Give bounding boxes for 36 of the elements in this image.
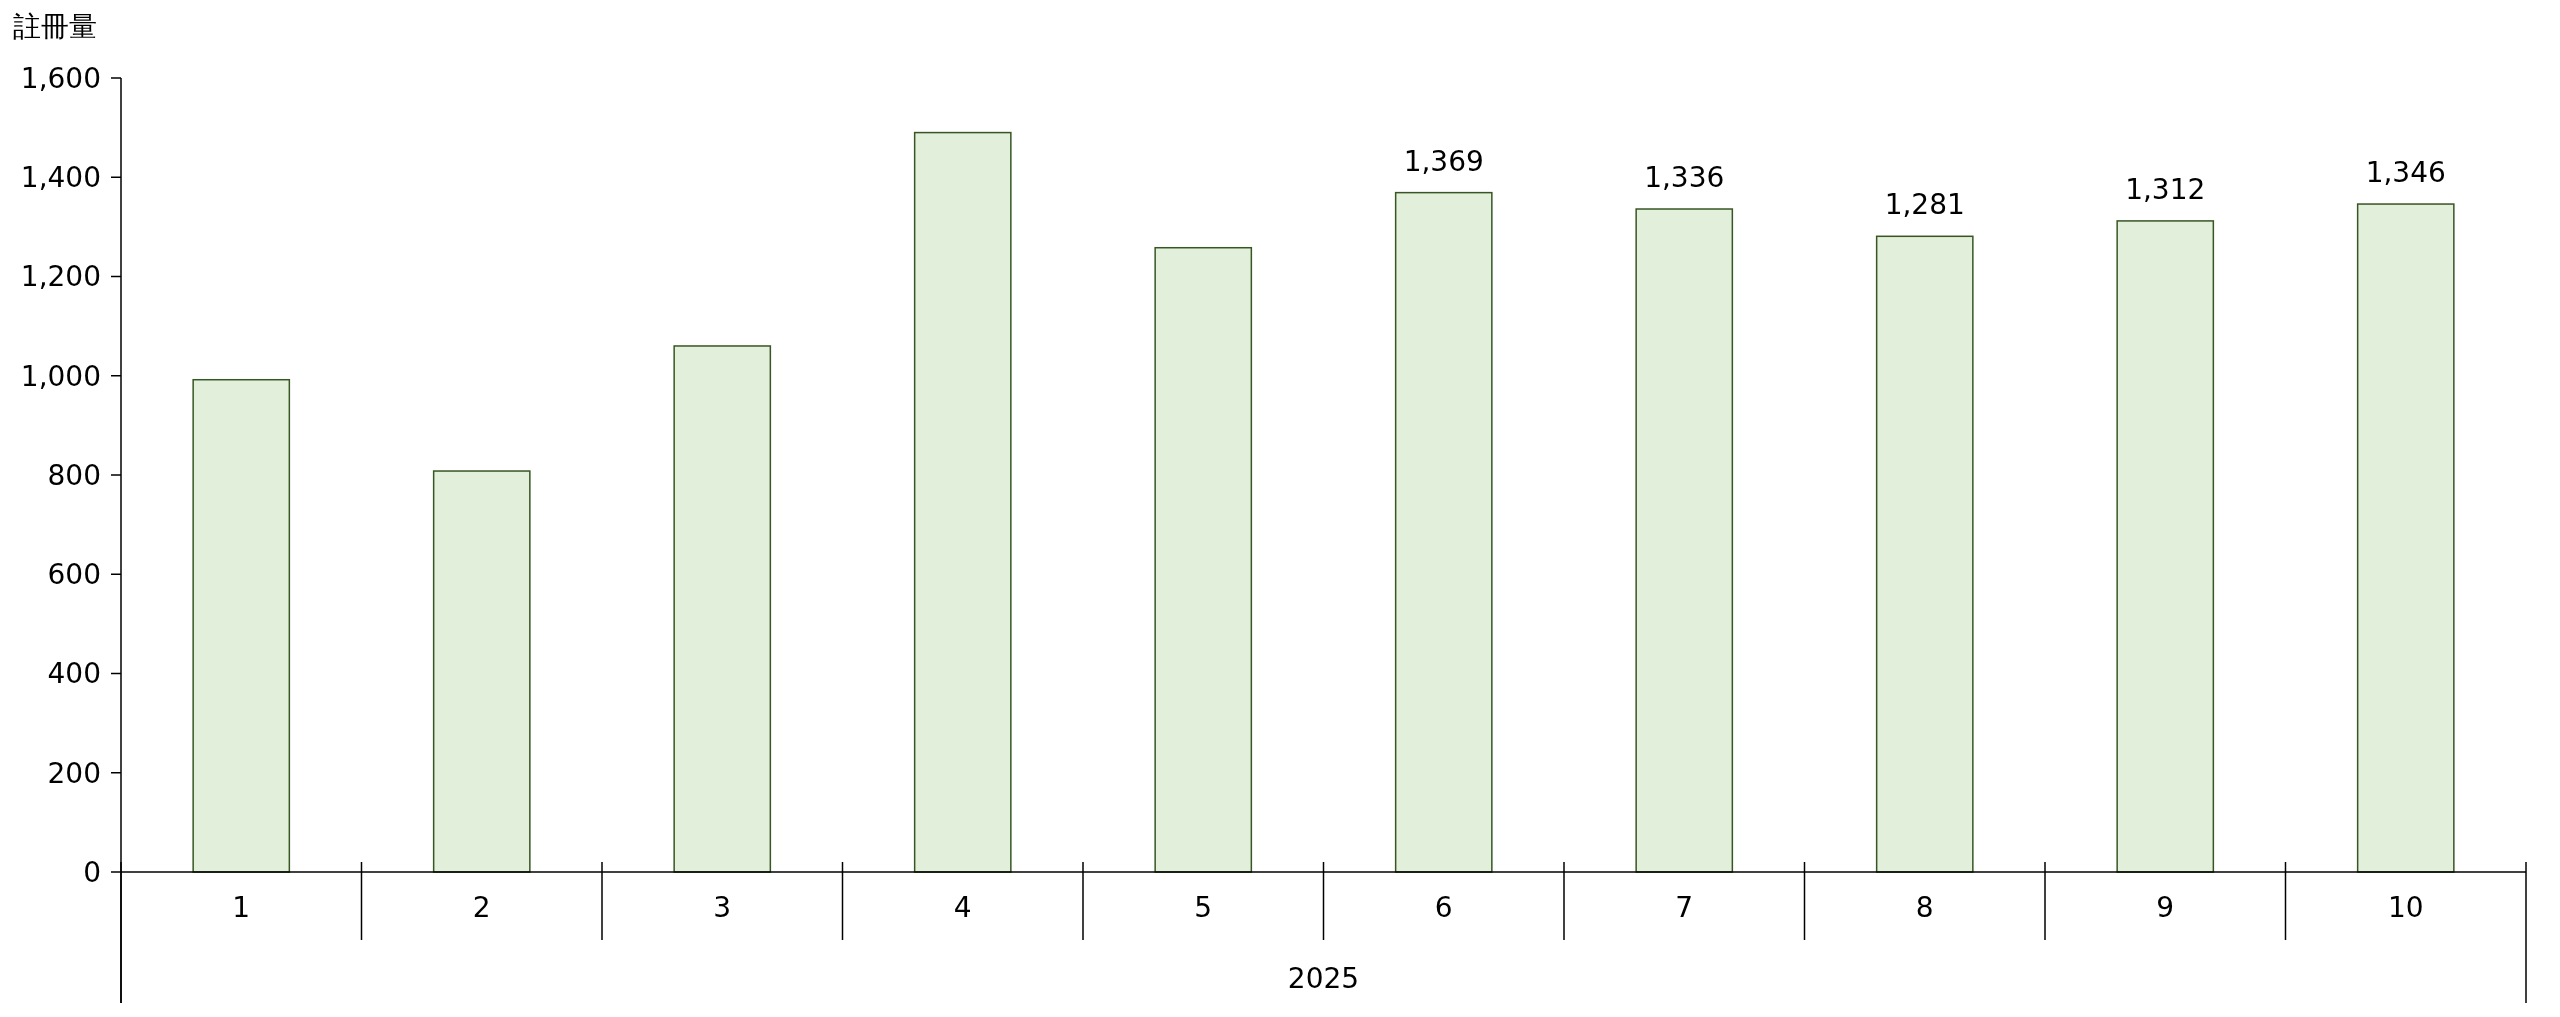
bar [192,378,291,873]
data-label: 1,336 [1644,161,1725,195]
bar [2356,203,2455,873]
y-tick-label: 600 [47,558,101,592]
bar [673,345,772,873]
bar [1635,208,1734,873]
bar [2116,220,2215,873]
bar [1154,246,1253,873]
y-tick-label: 400 [47,657,101,691]
data-label: 1,369 [1403,144,1484,178]
y-tick-label: 1,000 [20,359,101,393]
bar [1875,235,1974,873]
x-tick-label: 2 [472,891,491,924]
x-tick-label: 1 [232,891,251,924]
x-axis-title: 2025 [1287,962,1360,995]
x-tick-label: 4 [953,891,972,924]
y-tick-label: 1,200 [20,260,101,294]
data-label: 1,312 [2125,172,2206,206]
y-axis-title: 註冊量 [13,10,97,43]
x-tick-label: 6 [1434,891,1453,924]
y-tick-label: 0 [83,855,101,889]
x-tick-label: 7 [1675,891,1694,924]
data-label: 1,346 [2365,156,2446,190]
y-tick-label: 800 [47,458,101,492]
x-tick-label: 9 [2156,891,2175,924]
y-tick-label: 200 [47,756,101,790]
bar [913,131,1012,873]
bar [1394,191,1493,873]
x-tick-label: 10 [2387,891,2424,924]
x-tick-label: 3 [713,891,732,924]
data-label: 1,281 [1884,188,1965,222]
y-tick-label: 1,600 [20,61,101,95]
y-tick-label: 1,400 [20,161,101,195]
x-tick-label: 5 [1194,891,1213,924]
bar [432,470,531,873]
x-tick-label: 8 [1915,891,1934,924]
